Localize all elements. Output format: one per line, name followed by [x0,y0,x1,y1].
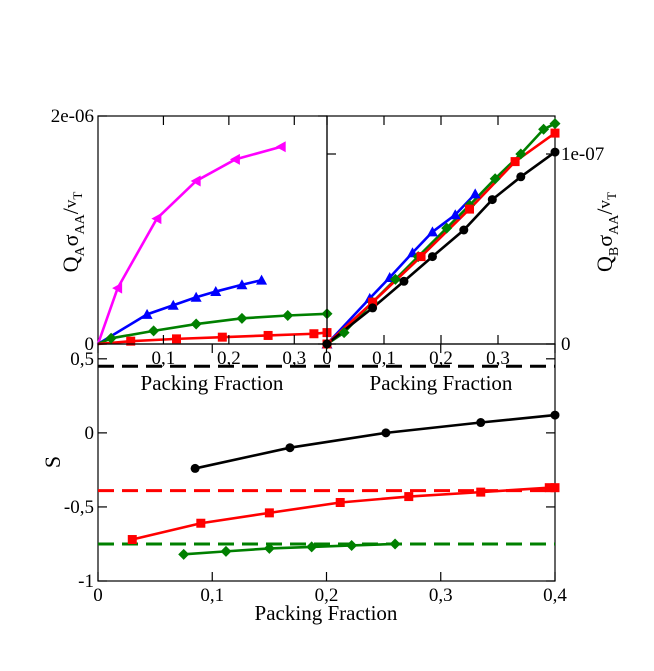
data-point-green [220,545,232,557]
data-point-green [389,538,401,550]
data-point-black [459,225,469,235]
data-point-green [346,539,358,551]
top-left-xlabel: Packing Fraction [141,371,284,395]
data-point-red [368,297,378,307]
data-point-green [549,118,561,130]
data-point-green [489,173,501,185]
data-point-black [487,195,497,205]
x-tick-label: 0 [322,348,332,369]
y-tick-label: -0,5 [64,497,94,518]
data-point-magenta [229,153,240,165]
data-point-red [335,497,345,507]
y-tick-label: 0 [85,334,95,355]
data-point-green [389,273,401,285]
data-point-green [538,123,550,135]
data-point-black [550,147,560,157]
data-point-blue [449,209,461,220]
series-line-red [326,132,556,345]
data-point-green [263,542,275,554]
data-point-black [516,172,526,182]
data-point-red [217,332,227,342]
data-point-black [427,252,437,262]
data-point-magenta [190,175,201,187]
series-line-black [194,413,556,470]
x-tick-label: 0,3 [282,348,306,369]
series-line-black [326,151,556,346]
data-point-green [441,222,453,234]
y-tick-label: 1e-07 [561,144,604,165]
data-point-black [368,303,378,313]
data-point-blue [190,291,202,302]
y-tick-label: -1 [78,571,94,592]
data-point-blue [469,188,481,199]
y-tick-label: 2e-06 [51,106,94,127]
y-tick-label: 0 [85,423,95,444]
data-point-red [263,330,273,340]
x-tick-label: 0,2 [315,585,339,606]
data-point-red [126,336,136,346]
panel-bottom: 0 0,1 0,2 0,3 0,4 -1 -0,5 0 0,5 Packing Fraction… [40,343,567,625]
data-point-red [196,518,206,528]
panel-top-right: 0 0,1 0,2 0,3 0 1e-07 Packing Fraction QBσAA/… [321,115,622,395]
data-point-red [550,128,560,138]
data-point-black [476,418,486,428]
data-point-blue [256,274,268,285]
data-point-black [381,428,391,438]
series-line-green [183,542,396,556]
data-point-red [309,329,319,339]
data-point-green [148,325,160,337]
data-point-green [190,318,202,330]
top-right-xlabel: Packing Fraction [370,371,513,395]
series-line-red [131,486,555,541]
data-point-black [190,463,200,473]
bottom-xlabel: Packing Fraction [255,601,398,625]
data-point-red [510,157,520,167]
panel-top-left: 0,1 0,2 0,3 0 2e-06 Packing Fraction QAσAA/v… [51,106,333,395]
data-point-red [127,535,137,545]
data-point-magenta [112,282,123,294]
data-point-black [399,276,409,286]
x-tick-label: 0 [93,585,103,606]
data-point-red [416,252,426,262]
data-point-red [404,492,414,502]
x-tick-label: 0,1 [372,348,396,369]
data-point-green [306,541,318,553]
data-point-green [338,327,350,339]
panel-top-left-frame [97,115,328,345]
data-point-red [264,508,274,518]
data-point-blue [210,286,222,297]
y-tick-label: 0,5 [70,349,94,370]
top-right-ylabel: QBσAA/vT [592,192,622,272]
x-tick-label: 0,1 [152,348,176,369]
data-point-blue [141,308,153,319]
data-point-blue [236,279,248,290]
bottom-ylabel: S [40,456,65,468]
data-point-magenta [151,213,162,225]
series-line-magenta [96,145,282,345]
y-tick-label: 0 [561,334,571,355]
data-point-blue [426,226,438,237]
data-point-blue [167,299,179,310]
data-point-red [544,483,554,493]
data-point-magenta [275,141,286,153]
data-point-red [476,487,486,497]
x-tick-label: 0,3 [429,585,453,606]
top-left-ylabel: QAσAA/vT [58,192,88,273]
x-tick-label: 0,3 [486,348,510,369]
data-point-green [515,148,527,160]
data-point-black [550,410,560,420]
data-point-red [172,334,182,344]
data-point-black [285,443,295,453]
data-point-green [282,310,294,321]
x-tick-label: 0,1 [200,585,224,606]
data-point-green [178,548,190,560]
data-point-red [465,204,474,214]
x-tick-label: 0,2 [217,348,241,369]
data-point-green [105,332,117,344]
x-tick-label: 0,4 [543,585,567,606]
x-tick-label: 0,2 [429,348,453,369]
data-point-green [236,312,248,324]
data-point-red [550,483,560,493]
